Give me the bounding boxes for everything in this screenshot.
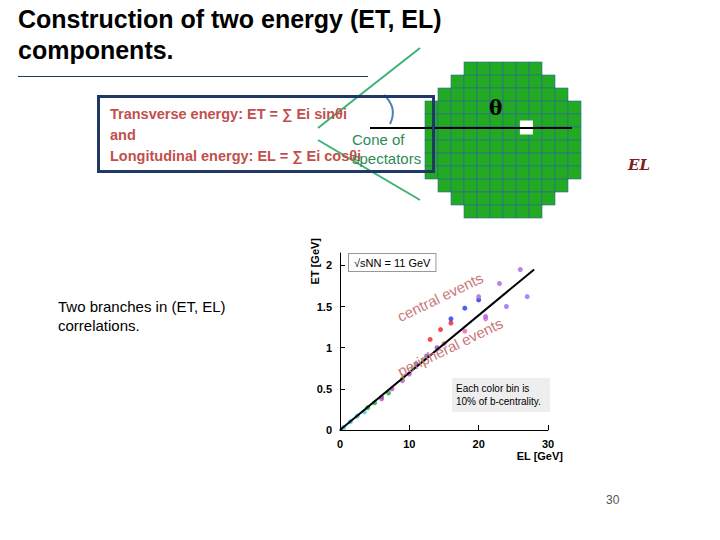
svg-text:0: 0 [337,438,343,450]
svg-text:EL [GeV]: EL [GeV] [517,450,564,462]
svg-text:0.5: 0.5 [317,383,332,395]
svg-text:Each color bin is: Each color bin is [456,383,532,394]
html-text:Longitudinal energy: EL = ∑ Ei: Longitudinal energy: EL = ∑ Ei cosθi [110,148,362,164]
html-text:θ: θ [489,96,503,120]
html-text:Cone of spectators: Cone of spectators [352,131,422,167]
svg-text:10% of b-centrality.: 10% of b-centrality. [456,396,541,407]
svg-text:2: 2 [326,259,332,271]
svg-text:0: 0 [326,424,332,436]
svg-text:peripheral events: peripheral events [395,314,506,379]
svg-text:10: 10 [403,438,415,450]
svg-text:30: 30 [542,438,554,450]
svg-text:√sNN = 11 GeV: √sNN = 11 GeV [354,257,431,269]
html-text:EL: EL [628,156,650,174]
svg-text:central events: central events [394,269,485,325]
html-text:30: 30 [606,493,620,507]
html-text:Construction of two energy (ET: Construction of two energy (ET, EL) comp… [18,5,442,64]
svg-text:20: 20 [473,438,485,450]
html-text:and: and [110,127,136,143]
svg-text:1: 1 [326,342,332,354]
html-text:Two branches in (ET, EL) corre: Two branches in (ET, EL) correlations. [58,298,226,334]
svg-text:1.5: 1.5 [317,301,332,313]
svg-text:ET [GeV]: ET [GeV] [309,238,321,285]
html-text:Transverse energy: ET = ∑ Ei s: Transverse energy: ET = ∑ Ei sinθi [110,106,347,122]
